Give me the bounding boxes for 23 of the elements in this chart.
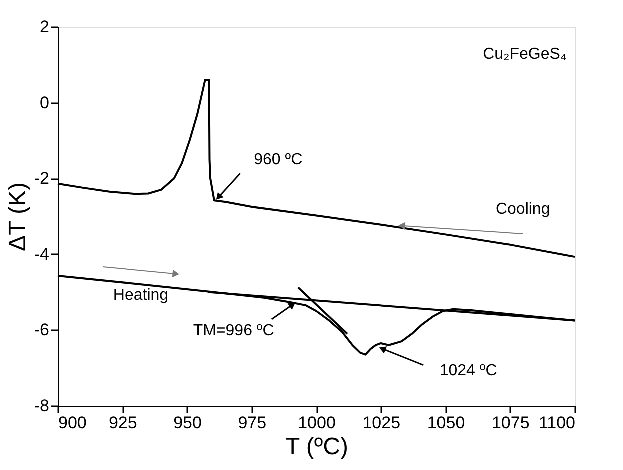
- x-axis-title: T (ºC): [286, 434, 348, 460]
- x-tick-label: 900: [58, 414, 87, 432]
- x-tick-label: 925: [108, 414, 138, 432]
- x-tick-label: 975: [238, 414, 267, 432]
- annotation: Heating: [113, 287, 169, 304]
- x-tick-label: 1075: [492, 414, 530, 432]
- x-tick-label: 1000: [298, 414, 336, 432]
- annotation: Cooling: [496, 200, 550, 218]
- annotation: TM=996 ºC: [193, 322, 274, 340]
- annotation: Cu₂FeGeS₄: [483, 46, 567, 63]
- x-tick-label: 950: [174, 414, 202, 432]
- y-tick-label: 0: [40, 93, 50, 112]
- x-tick-label: 1025: [362, 414, 401, 432]
- annotation: 960 ºC: [254, 152, 303, 169]
- y-tick-label: -4: [34, 244, 50, 264]
- annotation: 1024 ºC: [440, 362, 498, 380]
- y-tick-label: -8: [34, 396, 50, 416]
- x-tick-label: 1050: [427, 414, 466, 432]
- y-tick-label: -6: [34, 320, 50, 340]
- y-axis-title: ΔT (K): [4, 182, 32, 252]
- x-tick-label: 1100: [538, 414, 576, 432]
- y-tick-label: -2: [34, 169, 50, 188]
- y-tick-label: 2: [40, 18, 50, 36]
